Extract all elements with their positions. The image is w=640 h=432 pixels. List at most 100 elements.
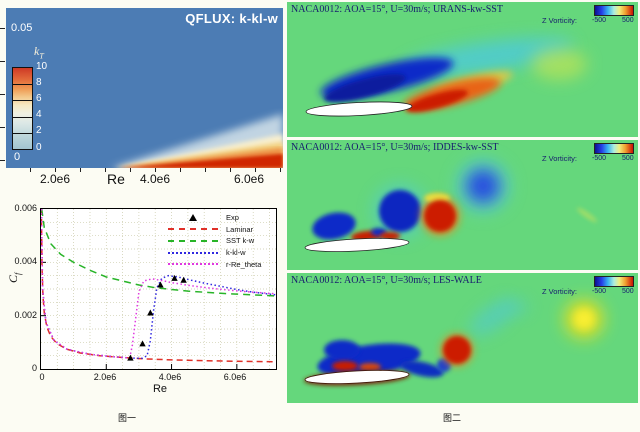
x-tick-4e6: 4.0e6 xyxy=(158,372,182,382)
colorbar-label: Z Vorticity: xyxy=(542,16,578,25)
y-tick-0006: 0.006 xyxy=(14,203,37,213)
legend-item-exp: Exp xyxy=(168,212,274,224)
y-axis-title: Cf xyxy=(6,273,22,283)
qflux-plot-title: QFLUX: k-kl-w xyxy=(185,11,278,26)
x-tick-label-2e6: 2.0e6 xyxy=(39,172,71,186)
colorbar-tick-4: 4 xyxy=(36,109,42,120)
red-shear-core xyxy=(406,89,468,113)
colorbar-divider xyxy=(13,84,32,86)
cfd-panel-urans: NACA0012: AOA=15°, U=30m/s; URANS-kw-SST… xyxy=(287,2,638,137)
qflux-contour-plot: QFLUX: k-kl-w 0.05 kT 10 8 6 4 2 0 0 xyxy=(0,0,285,195)
colorbar-label: Z Vorticity: xyxy=(542,287,578,296)
y-axis-zero-label: 0 xyxy=(14,151,21,163)
legend-label: Laminar xyxy=(226,224,254,234)
panel-title: NACA0012: AOA=15°, U=30m/s; IDDES-kw-SST xyxy=(291,142,499,153)
qflux-field: QFLUX: k-kl-w 0.05 kT 10 8 6 4 2 0 0 xyxy=(6,8,283,168)
y-axis-tick xyxy=(0,94,5,95)
colorbar-tick-0: 0 xyxy=(36,142,42,153)
y-tick-0: 0 xyxy=(31,363,37,373)
figure1-caption: 图一 xyxy=(117,413,137,423)
cfd-panel-les-wale: NACA0012: AOA=15°, U=30m/s; LES-WALE Z V… xyxy=(287,273,638,403)
red-vortex xyxy=(443,336,471,364)
legend-item-laminar: Laminar xyxy=(168,224,274,236)
x-tick-2e6: 2.0e6 xyxy=(93,372,117,382)
vorticity-colorbar xyxy=(594,5,634,16)
y-tick-0002: 0.002 xyxy=(14,310,37,320)
legend-label: SST k-w xyxy=(226,236,255,246)
colorbar-title: kT xyxy=(34,44,44,60)
airfoil xyxy=(305,101,413,117)
legend-item-k-kl-w: k-kl-w xyxy=(168,247,274,259)
red-sublayer xyxy=(332,361,358,371)
yellow-downstream-blob xyxy=(531,48,587,80)
x-axis-tick xyxy=(230,168,231,172)
panel-title: NACA0012: AOA=15°, U=30m/s; URANS-kw-SST xyxy=(291,4,503,15)
faint-yellow-streak xyxy=(577,207,597,223)
colorbar-max: 500 xyxy=(622,154,634,162)
vorticity-colorbar-group: Z Vorticity: -500 500 xyxy=(540,142,634,164)
y-axis-tick xyxy=(0,61,5,62)
colorbar-divider xyxy=(13,132,32,134)
y-axis-tick xyxy=(0,127,5,128)
colorbar-min: -500 xyxy=(592,287,607,295)
y-axis-tick xyxy=(0,28,5,29)
kt-symbol: k xyxy=(34,44,40,58)
colorbar-divider xyxy=(13,100,32,102)
transition-wedge-graphic xyxy=(110,114,283,168)
y-axis-tick xyxy=(0,160,5,161)
legend-item-r-re-theta: r-Re_theta xyxy=(168,258,274,270)
vorticity-colorbar xyxy=(594,276,634,287)
legend-item-sst-kw: SST k-w xyxy=(168,235,274,247)
colorbar-tick-2: 2 xyxy=(36,125,42,136)
vorticity-colorbar xyxy=(594,143,634,154)
x-axis-title: Re xyxy=(152,383,168,395)
colorbar-max: 500 xyxy=(622,287,634,295)
x-axis-tick xyxy=(105,168,106,172)
vorticity-colorbar-group: Z Vorticity: -500 500 xyxy=(540,275,634,297)
legend-label: r-Re_theta xyxy=(226,259,262,269)
colorbar-tick-10: 10 xyxy=(36,61,48,72)
cf-line-chart: 0.006 0.004 0.002 0 0 2.0e6 4.0e6 6.0e6 … xyxy=(0,195,285,400)
legend-label: k-kl-w xyxy=(226,248,246,258)
cf-plot-svg xyxy=(40,208,277,369)
cf-subscript: f xyxy=(13,272,23,275)
x-axis-tick xyxy=(280,168,281,172)
colorbar-divider xyxy=(13,116,32,118)
red-vortex xyxy=(424,200,456,232)
colorbar-label: Z Vorticity: xyxy=(542,154,578,163)
yellow-vortex-core xyxy=(574,309,594,329)
colorbar-max: 500 xyxy=(622,16,634,24)
figure2-caption: 图二 xyxy=(442,413,462,423)
blue-shear-core xyxy=(324,74,406,102)
diffuse-blue-vortex xyxy=(466,169,500,203)
x-tick-6e6: 6.0e6 xyxy=(223,372,247,382)
les-vorticity-field xyxy=(304,299,604,386)
kt-subscript: T xyxy=(39,51,44,61)
x-axis-tick xyxy=(130,168,131,172)
iddes-vorticity-field xyxy=(304,158,597,252)
y-tick-0004: 0.004 xyxy=(14,256,37,266)
airfoil xyxy=(304,238,410,252)
kt-colorbar xyxy=(12,67,33,150)
colorbar-tick-8: 8 xyxy=(36,77,42,88)
airfoil xyxy=(304,370,410,384)
surface-red-ridge xyxy=(380,232,400,240)
x-tick-label-4e6: 4.0e6 xyxy=(139,172,171,186)
x-axis-tick xyxy=(55,168,56,172)
x-axis-tick xyxy=(80,168,81,172)
red-sublayer xyxy=(359,363,381,371)
blue-bump xyxy=(324,340,360,360)
chart-plot-area xyxy=(40,208,277,370)
rretheta-line-sample xyxy=(168,263,218,266)
x-axis-title: Re xyxy=(107,171,125,187)
triangle-marker-icon xyxy=(189,214,197,222)
colorbar-tick-6: 6 xyxy=(36,93,42,104)
exp-marker-sample xyxy=(168,214,218,222)
wedge-red-core xyxy=(120,154,283,168)
x-axis-tick xyxy=(155,168,156,172)
colorbar-min: -500 xyxy=(592,154,607,162)
x-tick-label-6e6: 6.0e6 xyxy=(233,172,265,186)
cf-symbol: C xyxy=(6,274,20,283)
blue-tail xyxy=(400,360,444,378)
